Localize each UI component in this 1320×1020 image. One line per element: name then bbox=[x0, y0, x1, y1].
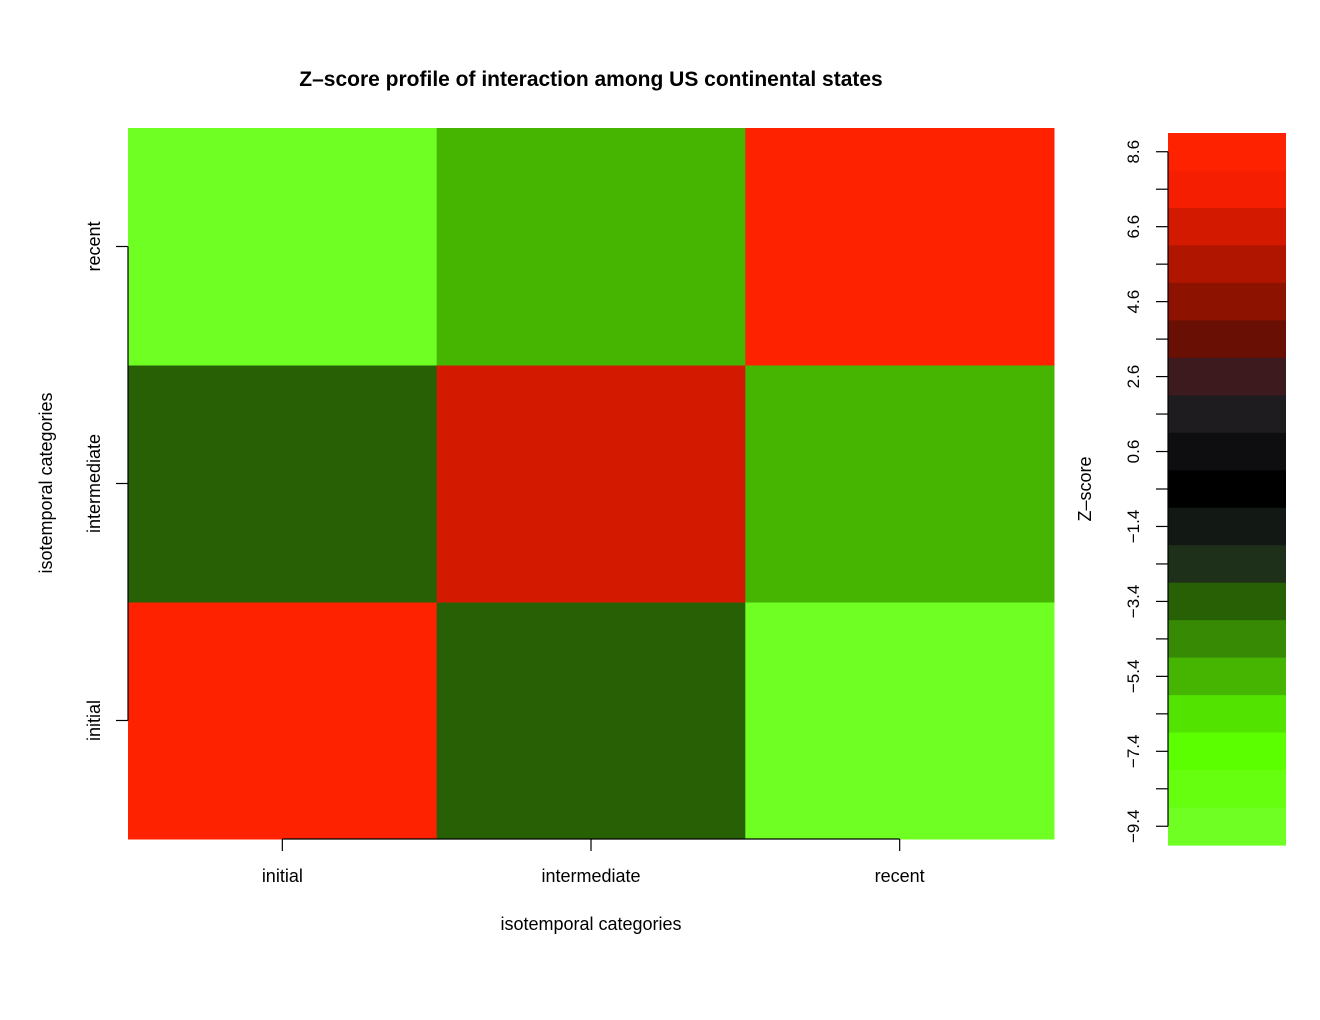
heatmap-cell-initial-initial bbox=[128, 602, 438, 840]
heatmap-cell-intermediate-initial bbox=[436, 602, 746, 840]
colorbar-tick-label: −1.4 bbox=[1124, 510, 1143, 544]
x-axis-label: isotemporal categories bbox=[500, 914, 681, 934]
chart-title: Z–score profile of interaction among US … bbox=[299, 68, 882, 91]
y-tick-label: intermediate bbox=[84, 434, 104, 533]
colorbar-swatch bbox=[1168, 207, 1286, 247]
y-axis-label: isotemporal categories bbox=[36, 392, 56, 573]
colorbar-swatch bbox=[1168, 245, 1286, 284]
colorbar-swatch bbox=[1168, 545, 1286, 584]
colorbar-swatch bbox=[1168, 657, 1286, 696]
colorbar-tick-label: −9.4 bbox=[1124, 809, 1143, 843]
x-tick-label: initial bbox=[262, 866, 303, 886]
colorbar-swatch bbox=[1168, 170, 1286, 209]
colorbar-swatch bbox=[1168, 807, 1286, 846]
heatmap-cells bbox=[128, 128, 1055, 840]
colorbar-swatch bbox=[1168, 732, 1286, 771]
colorbar-tick-label: −5.4 bbox=[1124, 660, 1143, 694]
colorbar-swatch bbox=[1168, 320, 1286, 359]
colorbar bbox=[1168, 133, 1286, 846]
colorbar-swatch bbox=[1168, 582, 1286, 621]
x-tick-label: recent bbox=[875, 866, 925, 886]
colorbar-tick-label: 2.6 bbox=[1124, 365, 1143, 389]
colorbar-tick-label: 4.6 bbox=[1124, 290, 1143, 314]
colorbar-swatch bbox=[1168, 395, 1286, 434]
x-axis: initial intermediate recent bbox=[262, 838, 925, 886]
colorbar-tick-label: −7.4 bbox=[1124, 735, 1143, 769]
colorbar-tick-label: 6.6 bbox=[1124, 215, 1143, 239]
colorbar-tick-label: 8.6 bbox=[1124, 140, 1143, 164]
heatmap-cell-recent-recent bbox=[745, 128, 1055, 366]
colorbar-swatch bbox=[1168, 432, 1286, 471]
colorbar-swatch bbox=[1168, 507, 1286, 546]
colorbar-swatch bbox=[1168, 770, 1286, 809]
y-axis: initial intermediate recent bbox=[84, 221, 129, 741]
colorbar-swatch bbox=[1168, 470, 1286, 509]
y-tick-label: initial bbox=[84, 700, 104, 741]
y-tick-label: recent bbox=[84, 221, 104, 271]
colorbar-axis: 8.6 6.6 4.6 2.6 0.6 −1.4 −3.4 −5.4 −7.4 −9.4 bbox=[1124, 140, 1169, 843]
colorbar-swatch bbox=[1168, 695, 1286, 734]
colorbar-swatch bbox=[1168, 282, 1286, 321]
heatmap-cell-initial-intermediate bbox=[128, 365, 438, 603]
x-tick-label: intermediate bbox=[541, 866, 640, 886]
colorbar-tick-label: −3.4 bbox=[1124, 585, 1143, 619]
heatmap-cell-recent-intermediate bbox=[745, 365, 1055, 603]
colorbar-swatch bbox=[1168, 133, 1286, 172]
heatmap-cell-initial-recent bbox=[128, 128, 438, 366]
colorbar-label: Z–score bbox=[1075, 456, 1095, 521]
colorbar-tick-label: 0.6 bbox=[1124, 440, 1143, 464]
heatmap-cell-intermediate-intermediate bbox=[436, 365, 746, 603]
heatmap-cell-recent-initial bbox=[745, 602, 1055, 840]
heatmap-cell-intermediate-recent bbox=[436, 128, 746, 366]
colorbar-swatch bbox=[1168, 357, 1286, 396]
colorbar-swatch bbox=[1168, 620, 1286, 659]
